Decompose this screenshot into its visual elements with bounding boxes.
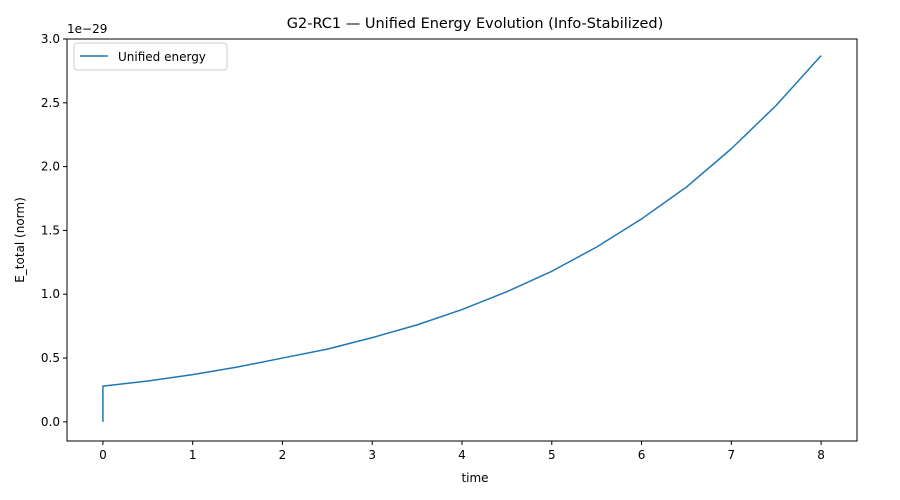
y-tick-label: 0.5 xyxy=(41,351,60,365)
x-axis-label: time xyxy=(461,471,488,485)
y-offset-label: 1e−29 xyxy=(67,22,107,36)
x-tick-label: 2 xyxy=(279,448,287,462)
x-tick-label: 5 xyxy=(548,448,556,462)
legend-box xyxy=(73,42,228,71)
y-tick-label: 2.5 xyxy=(41,96,60,110)
axis-ticks: 0 1 2 3 4 5 6 7 8 0.0 0.5 1.0 1.5 2.0 2.5 3.0 xyxy=(41,32,825,462)
plot-frame xyxy=(66,38,858,442)
x-tick-label: 3 xyxy=(368,448,376,462)
legend: Unified energy xyxy=(73,42,228,71)
chart-title: G2-RC1 — Unified Energy Evolution (Info-… xyxy=(287,16,663,32)
series-line-unified-energy xyxy=(102,55,822,422)
plot-lines xyxy=(102,55,822,422)
x-tick-label: 6 xyxy=(638,448,646,462)
y-axis-label: E_total (norm) xyxy=(13,197,27,283)
legend-entry-unified-energy: Unified energy xyxy=(118,50,206,64)
x-tick-label: 7 xyxy=(727,448,735,462)
x-tick-label: 8 xyxy=(817,448,825,462)
y-tick-label: 1.5 xyxy=(41,223,60,237)
x-tick-label: 4 xyxy=(458,448,466,462)
y-tick-label: 3.0 xyxy=(41,32,60,46)
y-tick-label: 2.0 xyxy=(41,160,60,174)
x-tick-label: 0 xyxy=(99,448,107,462)
y-tick-label: 1.0 xyxy=(41,287,60,301)
x-tick-label: 1 xyxy=(189,448,197,462)
y-tick-label: 0.0 xyxy=(41,415,60,429)
